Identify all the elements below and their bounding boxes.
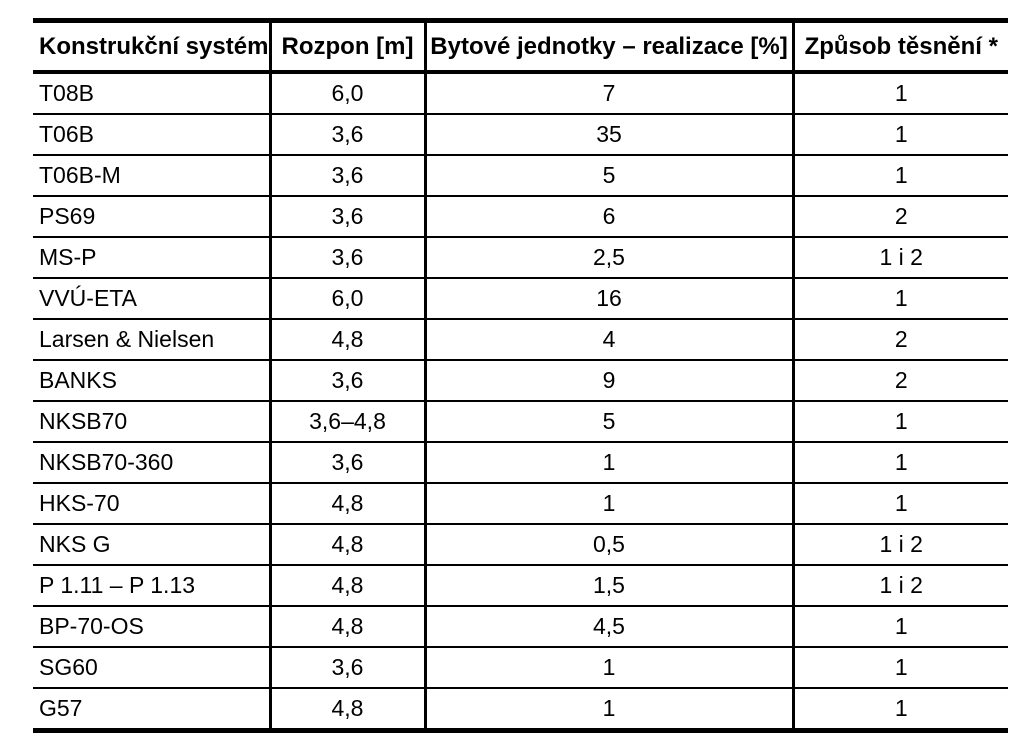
table-row: NKSB70-360 3,6 1 1 [33,441,1008,483]
table-header: Konstrukční systém Rozpon [m] Bytové jedno… [33,20,1008,74]
table-cell: 4,8 [268,523,425,565]
table-cell: 5 [423,154,793,196]
table-cell: 7 [423,71,793,114]
table-cell: 1 i 2 [791,523,1008,565]
table-cell: 3,6 [268,195,425,237]
table-cell: G57 [33,687,270,731]
table-cell: 3,6–4,8 [268,400,425,442]
table-cell: 3,6 [268,154,425,196]
table-cell: 9 [423,359,793,401]
table-cell: 1 [423,687,793,731]
table-cell: BP-70-OS [33,605,270,647]
table-cell: PS69 [33,195,270,237]
table-cell: 1,5 [423,564,793,606]
table-cell: T06B [33,113,270,155]
table-cell: 1 [791,482,1008,524]
table-row: PS69 3,6 6 2 [33,195,1008,237]
table-cell: 1 [791,441,1008,483]
table-row: NKSB70 3,6–4,8 5 1 [33,400,1008,442]
table-cell: 2,5 [423,236,793,278]
table-cell: T08B [33,71,270,114]
table-cell: 4,8 [268,687,425,731]
table-cell: 1 i 2 [791,564,1008,606]
table-cell: 1 [791,71,1008,114]
table-row: T06B 3,6 35 1 [33,113,1008,155]
table-row: T08B 6,0 7 1 [33,71,1008,114]
table-cell: Larsen & Nielsen [33,318,270,360]
table-row: BP-70-OS 4,8 4,5 1 [33,605,1008,647]
table-cell: 4,8 [268,564,425,606]
table-row: Larsen & Nielsen 4,8 4 2 [33,318,1008,360]
table-body: T08B 6,0 7 1 T06B 3,6 35 1 T06B-M 3,6 5 1 PS69 3,6 6 2 M… [33,71,1008,731]
table-row: T06B-M 3,6 5 1 [33,154,1008,196]
table-row: MS-P 3,6 2,5 1 i 2 [33,236,1008,278]
table-cell: BANKS [33,359,270,401]
table-cell: MS-P [33,236,270,278]
document-page: Konstrukční systém Rozpon [m] Bytové jedno… [33,18,1008,733]
table-cell: 3,6 [268,359,425,401]
column-header: Konstrukční systém [33,20,270,74]
table-cell: NKSB70-360 [33,441,270,483]
table-cell: 5 [423,400,793,442]
table-cell: P 1.11 – P 1.13 [33,564,270,606]
table-cell: 3,6 [268,236,425,278]
table-row: BANKS 3,6 9 2 [33,359,1008,401]
table-cell: 3,6 [268,441,425,483]
table-cell: 2 [791,318,1008,360]
column-header: Rozpon [m] [268,20,425,74]
table-cell: 16 [423,277,793,319]
table-cell: 6,0 [268,277,425,319]
table-cell: 1 [791,154,1008,196]
table-cell: 35 [423,113,793,155]
table-cell: NKS G [33,523,270,565]
column-header: Bytové jednotky – realizace [%] [423,20,793,74]
table-cell: 3,6 [268,113,425,155]
table-row: HKS-70 4,8 1 1 [33,482,1008,524]
table-cell: 4 [423,318,793,360]
table-cell: T06B-M [33,154,270,196]
table-cell: 1 [791,605,1008,647]
table-cell: 1 i 2 [791,236,1008,278]
table-row: VVÚ-ETA 6,0 16 1 [33,277,1008,319]
table-cell: 4,8 [268,318,425,360]
table-row: SG60 3,6 1 1 [33,646,1008,688]
table-cell: 6,0 [268,71,425,114]
table-cell: 4,8 [268,605,425,647]
table-cell: VVÚ-ETA [33,277,270,319]
table-cell: 1 [791,400,1008,442]
table-row: G57 4,8 1 1 [33,687,1008,731]
table-cell: 1 [423,646,793,688]
table-cell: 1 [791,113,1008,155]
column-header: Způsob těsnění * [791,20,1008,74]
table-cell: SG60 [33,646,270,688]
construction-systems-table: Konstrukční systém Rozpon [m] Bytové jedno… [33,18,1008,733]
table-row: NKS G 4,8 0,5 1 i 2 [33,523,1008,565]
table-cell: 3,6 [268,646,425,688]
table-cell: 4,8 [268,482,425,524]
table-cell: 4,5 [423,605,793,647]
table-row: P 1.11 – P 1.13 4,8 1,5 1 i 2 [33,564,1008,606]
header-row: Konstrukční systém Rozpon [m] Bytové jedno… [33,20,1008,74]
table-cell: 1 [423,482,793,524]
table-cell: 0,5 [423,523,793,565]
table-cell: 6 [423,195,793,237]
table-cell: 2 [791,195,1008,237]
table-cell: NKSB70 [33,400,270,442]
table-cell: 1 [791,646,1008,688]
table-cell: 2 [791,359,1008,401]
table-cell: 1 [791,687,1008,731]
table-cell: 1 [791,277,1008,319]
table-cell: 1 [423,441,793,483]
table-cell: HKS-70 [33,482,270,524]
